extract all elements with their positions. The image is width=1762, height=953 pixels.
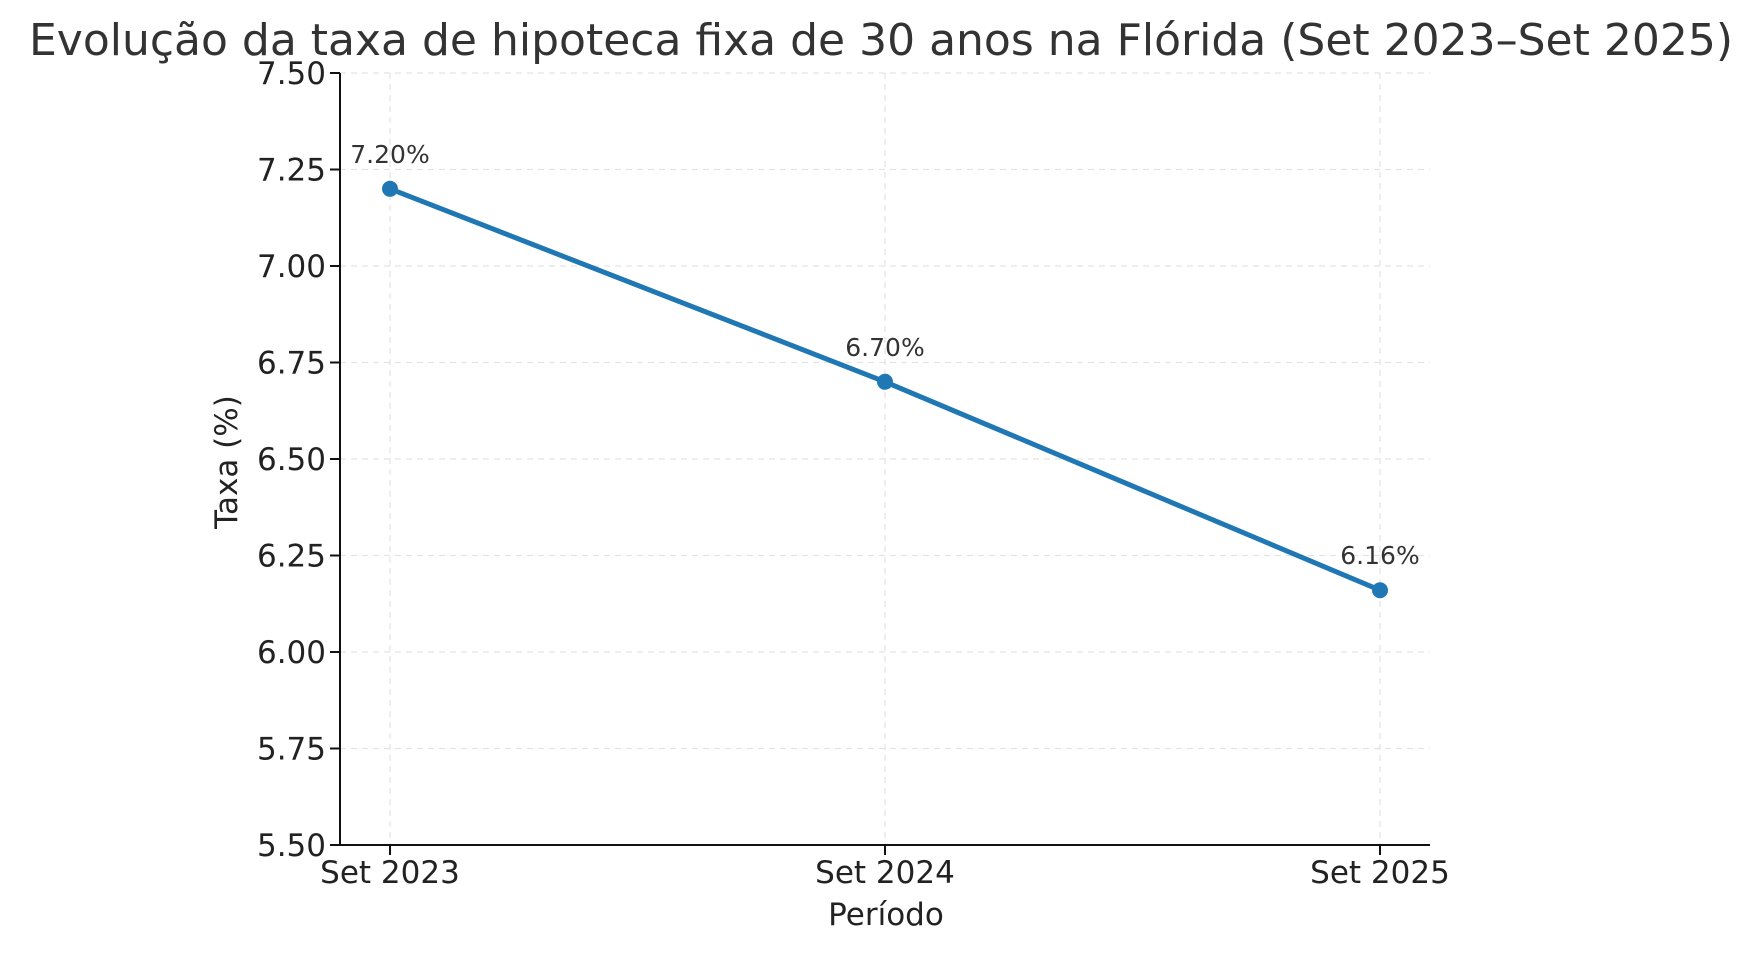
data-label: 7.20% [350, 140, 429, 169]
data-labels-layer: 7.20% 6.70% 6.16% [350, 140, 1419, 570]
y-tick-label: 6.50 [257, 442, 326, 478]
y-tick-label: 7.00 [257, 249, 326, 285]
grid-layer [340, 72, 1430, 846]
y-axis-label: Taxa (%) [209, 395, 245, 530]
y-tick-label: 7.50 [257, 56, 326, 92]
series-layer [382, 180, 1388, 599]
x-tick-label: Set 2024 [815, 855, 955, 891]
y-tick-label: 7.25 [257, 153, 326, 189]
ticks-layer: 5.50 5.75 6.00 6.25 6.50 6.75 7.00 7.25 7.50 Set … [257, 56, 1450, 891]
chart-title: Evolução da taxa de hipoteca fixa de 30 … [29, 15, 1733, 66]
y-tick-label: 5.75 [257, 732, 326, 768]
x-axis-label: Período [828, 897, 944, 933]
x-tick-label: Set 2025 [1310, 855, 1450, 891]
y-tick-label: 6.00 [257, 635, 326, 671]
data-point [382, 180, 398, 197]
data-point [877, 373, 893, 390]
y-tick-label: 6.25 [257, 539, 326, 575]
data-label: 6.70% [845, 333, 924, 362]
data-label: 6.16% [1340, 541, 1419, 570]
data-point [1372, 582, 1388, 599]
y-tick-label: 6.75 [257, 346, 326, 382]
x-tick-label: Set 2023 [320, 855, 460, 891]
y-tick-label: 5.50 [257, 828, 326, 864]
